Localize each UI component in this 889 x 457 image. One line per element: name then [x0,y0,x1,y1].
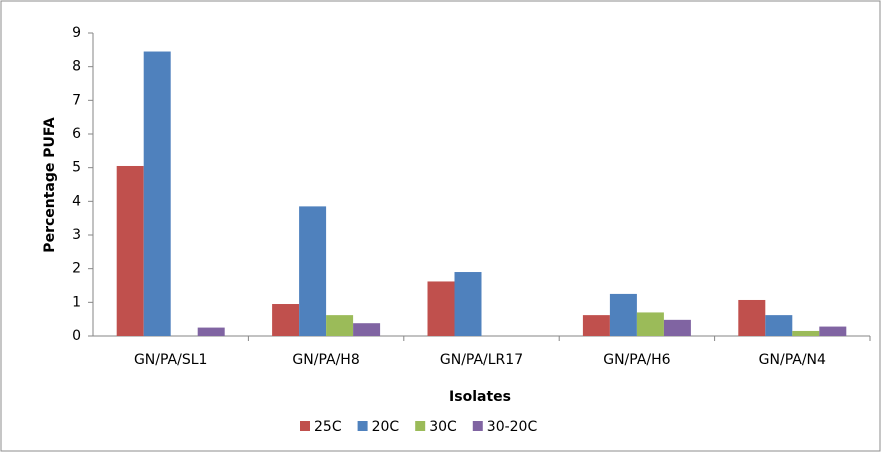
bar [738,299,766,336]
legend-label: 25C [314,419,342,435]
bar [272,304,300,336]
bar [663,319,691,336]
bar [609,293,637,336]
legend-swatch [300,421,310,431]
y-tick-label: 4 [72,193,81,209]
x-tick-label: GN/PA/N4 [759,352,826,368]
bar [197,327,225,336]
bar [636,312,664,336]
x-tick-label: GN/PA/SL1 [134,352,207,368]
bar [116,165,144,336]
legend-label: 30C [429,419,457,435]
x-axis-label: Isolates [449,389,511,405]
y-tick-label: 2 [72,261,81,277]
legend-swatch [472,421,483,431]
legend-label: 30-20C [487,419,538,435]
x-tick-label: GN/PA/H8 [292,352,359,368]
legend-label: 20C [372,419,400,435]
bar [143,51,171,337]
y-tick-label: 3 [72,227,81,243]
bar [353,323,381,336]
y-tick-label: 0 [72,328,81,344]
y-tick-label: 8 [72,59,81,75]
y-axis-label: Percentage PUFA [42,117,58,253]
y-tick-label: 9 [72,25,81,41]
bar [765,315,793,336]
bar [792,330,820,336]
x-tick-label: GN/PA/H6 [603,352,670,368]
y-tick-label: 5 [72,160,81,176]
bar [299,206,327,336]
legend-swatch [415,421,426,431]
bar [326,315,354,336]
bar [582,315,610,336]
bar [454,272,482,336]
bar [427,281,455,336]
y-tick-label: 6 [72,126,81,142]
x-tick-label: GN/PA/LR17 [440,352,523,368]
y-tick-label: 1 [72,294,81,310]
bar [819,326,847,336]
y-tick-label: 7 [72,92,81,108]
legend-swatch [357,421,368,431]
